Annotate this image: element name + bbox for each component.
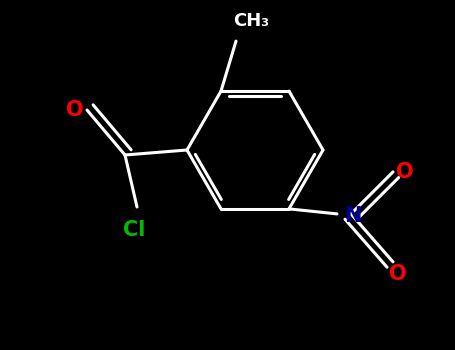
- Text: CH₃: CH₃: [233, 12, 269, 30]
- Text: O: O: [66, 100, 84, 120]
- Text: O: O: [389, 264, 407, 284]
- Text: N: N: [344, 206, 362, 226]
- Text: Cl: Cl: [123, 220, 145, 240]
- Text: O: O: [396, 162, 414, 182]
